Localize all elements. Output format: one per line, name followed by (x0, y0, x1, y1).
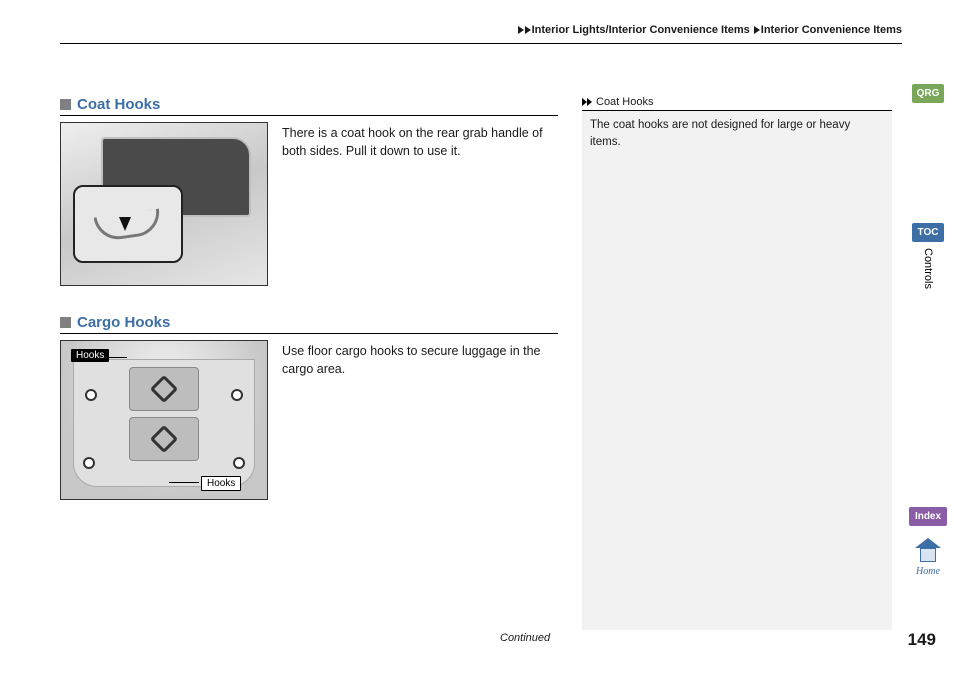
section-label-controls: Controls (922, 248, 934, 289)
home-roof-icon (915, 538, 941, 548)
coat-hook-illustration (60, 122, 268, 286)
section-title-coat: Coat Hooks (60, 96, 558, 116)
hook-dot-icon (233, 457, 245, 469)
hook-dot-icon (83, 457, 95, 469)
pull-down-arrow-icon (119, 217, 131, 231)
continued-label: Continued (500, 632, 550, 644)
hook-ring-icon (150, 425, 178, 453)
hook-ring-icon (150, 375, 178, 403)
sidebar-head: Coat Hooks (582, 96, 892, 111)
breadcrumb-seg-1: Interior Lights/Interior Convenience Ite… (532, 24, 750, 36)
section-body-cargo: Hooks Hooks Use floor cargo hooks to sec… (60, 340, 558, 500)
info-sidebar: Coat Hooks The coat hooks are not design… (582, 96, 892, 630)
hooks-label-bottom: Hooks (201, 476, 241, 491)
double-chevron-icon (587, 98, 592, 106)
chevron-right-icon (525, 26, 531, 34)
cargo-hook-illustration: Hooks Hooks (60, 340, 268, 500)
breadcrumb-seg-2: Interior Convenience Items (761, 24, 902, 36)
coat-hook-zoom (73, 185, 183, 263)
chevron-right-icon (518, 26, 524, 34)
tab-toc[interactable]: TOC (912, 223, 944, 242)
tab-qrg[interactable]: QRG (912, 84, 944, 103)
header-divider (60, 43, 902, 44)
tab-index[interactable]: Index (909, 507, 947, 526)
callout-line (105, 357, 127, 358)
section-title-text: Coat Hooks (77, 96, 160, 113)
section-body-coat: There is a coat hook on the rear grab ha… (60, 122, 558, 286)
chevron-right-icon (754, 26, 760, 34)
right-nav-tabs: QRG TOC Controls Index Home (910, 84, 946, 577)
page-number: 149 (908, 630, 936, 650)
section-title-text: Cargo Hooks (77, 314, 170, 331)
cargo-hook-description: Use floor cargo hooks to secure luggage … (282, 340, 558, 500)
home-base-icon (920, 548, 936, 562)
sidebar-title: Coat Hooks (596, 96, 653, 108)
sidebar-note: The coat hooks are not designed for larg… (582, 111, 892, 630)
coat-hook-description: There is a coat hook on the rear grab ha… (282, 122, 558, 286)
cargo-panel-bottom (129, 417, 199, 461)
hook-dot-icon (231, 389, 243, 401)
section-bullet-icon (60, 99, 71, 110)
main-content: Coat Hooks There is a coat hook on the r… (60, 96, 558, 528)
section-title-cargo: Cargo Hooks (60, 314, 558, 334)
home-label: Home (916, 566, 940, 577)
hook-dot-icon (85, 389, 97, 401)
home-button[interactable] (913, 538, 943, 564)
cargo-panel-top (129, 367, 199, 411)
section-bullet-icon (60, 317, 71, 328)
hooks-label-top: Hooks (71, 349, 109, 362)
callout-line (169, 482, 199, 483)
breadcrumb: Interior Lights/Interior Convenience Ite… (518, 24, 902, 36)
